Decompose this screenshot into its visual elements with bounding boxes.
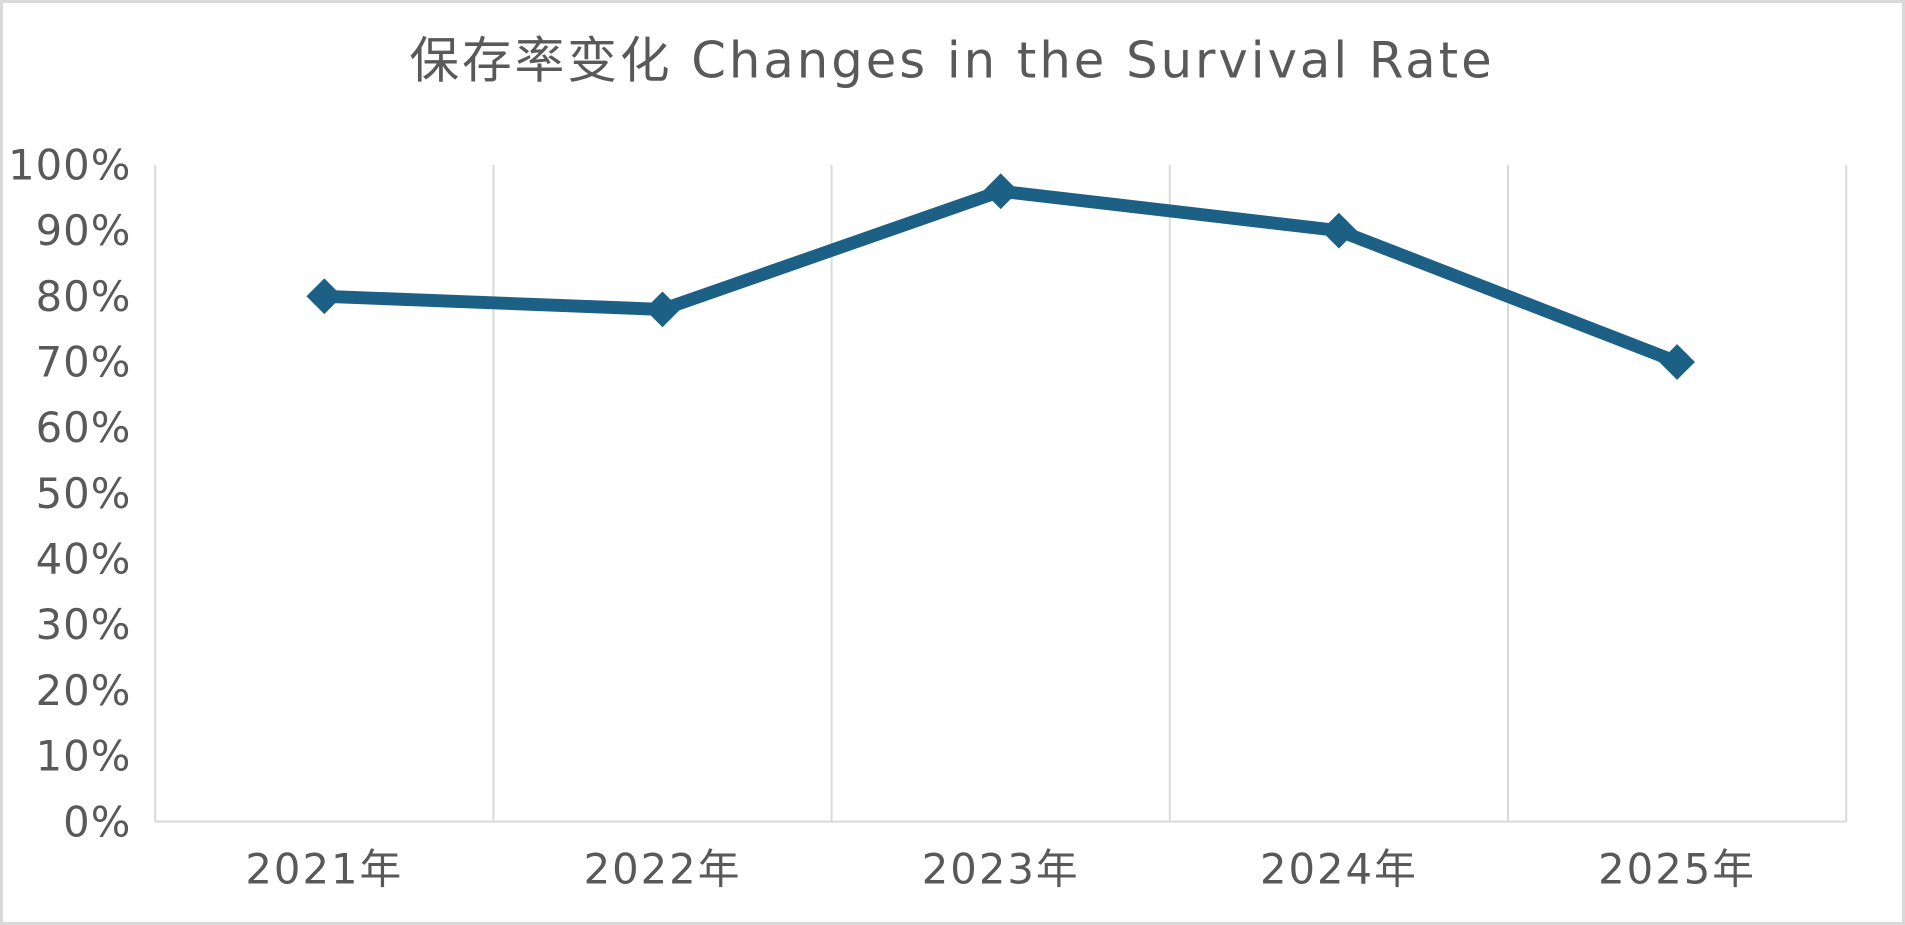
data-point-marker xyxy=(982,173,1019,210)
y-tick-label: 70% xyxy=(36,338,132,387)
data-series-group xyxy=(306,173,1695,380)
y-tick-label: 60% xyxy=(36,403,132,452)
data-point-marker xyxy=(1659,344,1695,380)
y-tick-label: 40% xyxy=(36,535,132,584)
y-tick-label: 0% xyxy=(63,797,131,846)
y-tick-label: 50% xyxy=(36,469,132,518)
x-tick-label: 2023年 xyxy=(922,844,1080,893)
y-tick-label: 10% xyxy=(36,732,132,781)
gridlines-group xyxy=(154,164,1848,822)
y-tick-label: 20% xyxy=(36,666,132,715)
y-tick-label: 90% xyxy=(36,206,132,255)
x-tick-label: 2022年 xyxy=(584,844,742,893)
y-tick-label: 30% xyxy=(36,600,132,649)
x-tick-label: 2021年 xyxy=(245,844,403,893)
x-tick-label: 2025年 xyxy=(1598,844,1756,893)
data-point-marker xyxy=(306,278,343,315)
x-tick-label: 2024年 xyxy=(1260,844,1418,893)
data-point-marker xyxy=(1320,212,1357,249)
axis-labels-group: 0% 10% 20% 30% 40% 50% 60% 70% 80% 90% 100% 2021年 20… xyxy=(8,141,1756,894)
chart-title: 保存率变化 Changes in the Survival Rate xyxy=(409,32,1494,90)
y-tick-label: 100% xyxy=(8,141,131,190)
survival-rate-line-chart: 保存率变化 Changes in the Survival Rate 0% 10%… xyxy=(8,32,1848,894)
y-tick-label: 80% xyxy=(36,272,132,321)
survival-rate-series-line xyxy=(317,184,1684,369)
data-point-marker xyxy=(644,291,681,328)
